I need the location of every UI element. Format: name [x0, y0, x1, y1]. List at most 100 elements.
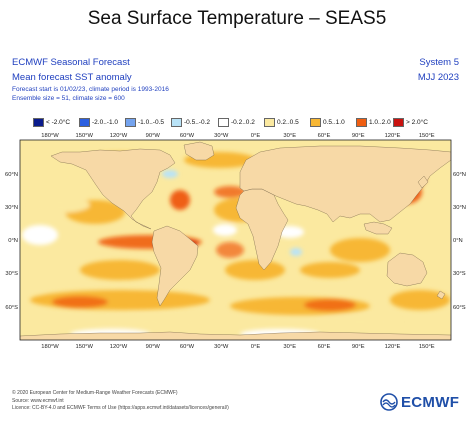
legend-swatch [264, 117, 275, 127]
legend-item: 1.0..2.0 [356, 116, 391, 128]
legend-label: -0.2..0.2 [231, 118, 255, 126]
lon-tick-label: 120°E [385, 133, 401, 139]
lon-tick-label: 60°W [180, 344, 195, 350]
lon-tick-label: 120°W [110, 344, 128, 350]
lon-tick-label: 0°E [251, 133, 261, 139]
legend-item: -0.5..-0.2 [171, 116, 210, 128]
legend-label: < -2.0°C [46, 118, 71, 126]
lat-tick-label: 60°N [5, 172, 18, 178]
lon-tick-label: 90°W [146, 133, 161, 139]
legend-label: 0.5..1.0 [323, 118, 345, 126]
forecast-meta: Forecast start is 01/02/23, climate peri… [12, 86, 169, 93]
legend-item: 0.5..1.0 [310, 116, 345, 128]
lat-tick-label: 0°N [8, 238, 18, 244]
lat-tick-label: 30°S [453, 271, 466, 277]
licence-text: Licence: CC-BY-4.0 and ECMWF Terms of Us… [12, 405, 229, 411]
japan-land [417, 175, 429, 189]
anomaly-patch [320, 316, 400, 328]
anomaly-patch [80, 260, 160, 280]
lon-tick-label: 90°E [352, 133, 365, 139]
land-masses [20, 141, 451, 340]
copyright-text: © 2020 European Center for Medium-Range … [12, 390, 178, 396]
anomaly-patch [52, 296, 108, 308]
anomaly-patch [170, 190, 190, 210]
lon-ticks-bottom: 180°W 150°W 120°W 90°W 60°W 30°W 0°E 30°E 60°E 90… [41, 344, 435, 350]
antarctica-land [20, 331, 451, 340]
lon-tick-label: 120°E [385, 344, 401, 350]
australia-land [386, 252, 428, 287]
new-zealand-land [436, 290, 446, 300]
lon-tick-label: 150°W [76, 344, 94, 350]
legend-swatch [79, 117, 90, 127]
anomaly-patch [214, 186, 246, 198]
legend-label: -2.0..-1.0 [92, 118, 119, 126]
lon-tick-label: 60°E [318, 133, 331, 139]
lon-tick-label: 120°W [110, 133, 128, 139]
ecmwf-logo: ECMWF [380, 393, 459, 411]
lat-tick-label: 30°N [5, 205, 18, 211]
period-label: MJJ 2023 [417, 72, 459, 83]
lon-tick-label: 180°W [41, 344, 59, 350]
anomaly-patch [162, 170, 178, 178]
anomaly-patch [30, 197, 90, 213]
system-label: System 5 [419, 57, 459, 68]
anomaly-patch [216, 242, 244, 258]
eurasia-land [239, 145, 451, 223]
anomaly-patch [100, 316, 200, 328]
map-frame [19, 139, 452, 341]
legend-swatch [171, 117, 182, 127]
lon-tick-label: 150°W [76, 133, 94, 139]
north-america-land [50, 148, 176, 230]
lat-tick-label: 60°S [453, 305, 466, 311]
lon-tick-label: 30°E [283, 133, 296, 139]
legend-label: 0.2..0.5 [277, 118, 299, 126]
south-america-land [151, 225, 199, 307]
lat-tick-label: 60°N [453, 172, 466, 178]
legend-swatch [310, 117, 321, 127]
lon-tick-label: 180°W [41, 133, 59, 139]
page-title: Sea Surface Temperature – SEAS5 [87, 8, 387, 29]
sst-anomaly-map: 180°W 150°W 120°W 90°W 60°W 30°W 0°E 30°E 60°E 90… [5, 133, 466, 350]
maritime-continent-land [363, 221, 393, 235]
legend-label: -1.0..-0.5 [138, 118, 165, 126]
lat-tick-label: 60°S [5, 305, 18, 311]
ecmwf-logo-text: ECMWF [401, 393, 460, 411]
legend-label: -0.5..-0.2 [184, 118, 211, 126]
legend-swatch [393, 117, 404, 127]
lon-tick-label: 30°W [214, 133, 229, 139]
anomaly-patch [213, 224, 237, 236]
legend-item: -0.2..0.2 [218, 116, 255, 128]
legend-item: < -2.0°C [33, 116, 70, 128]
lon-tick-label: 90°W [146, 344, 161, 350]
anomaly-patch [225, 260, 285, 280]
lon-tick-label: 30°W [214, 344, 229, 350]
ensemble-meta: Ensemble size = 51, climate size = 600 [12, 95, 125, 102]
legend-item: -2.0..-1.0 [79, 116, 118, 128]
greenland-land [183, 141, 215, 161]
legend-label: > 2.0°C [406, 118, 428, 126]
lon-tick-label: 0°E [251, 344, 261, 350]
lat-ticks-right: 60°N 30°N 0°N 30°S 60°S [453, 172, 466, 311]
lat-tick-label: 0°N [453, 238, 463, 244]
lon-tick-label: 150°E [419, 133, 435, 139]
legend-label: 1.0..2.0 [369, 118, 391, 126]
anomaly-patch [22, 225, 58, 245]
legend-swatch [125, 117, 136, 127]
org-title: ECMWF Seasonal Forecast [12, 57, 130, 68]
anomaly-patch [330, 238, 390, 262]
anomaly-patch [304, 299, 356, 311]
anomaly-patch [390, 290, 450, 310]
legend-item: -1.0..-0.5 [125, 116, 164, 128]
lon-ticks-top: 180°W 150°W 120°W 90°W 60°W 30°W 0°E 30°E 60°E 90… [41, 133, 435, 139]
legend-item: 0.2..0.5 [264, 116, 299, 128]
anomaly-patch [300, 262, 360, 278]
legend-swatch [218, 117, 229, 127]
lon-tick-label: 60°W [180, 133, 195, 139]
legend-swatch [356, 117, 367, 127]
legend-swatch [33, 117, 44, 127]
anomaly-patch [290, 248, 302, 256]
lon-tick-label: 90°E [352, 344, 365, 350]
lat-ticks-left: 60°N 30°N 0°N 30°S 60°S [5, 172, 18, 311]
product-title: Mean forecast SST anomaly [12, 72, 132, 83]
lat-tick-label: 30°S [5, 271, 18, 277]
